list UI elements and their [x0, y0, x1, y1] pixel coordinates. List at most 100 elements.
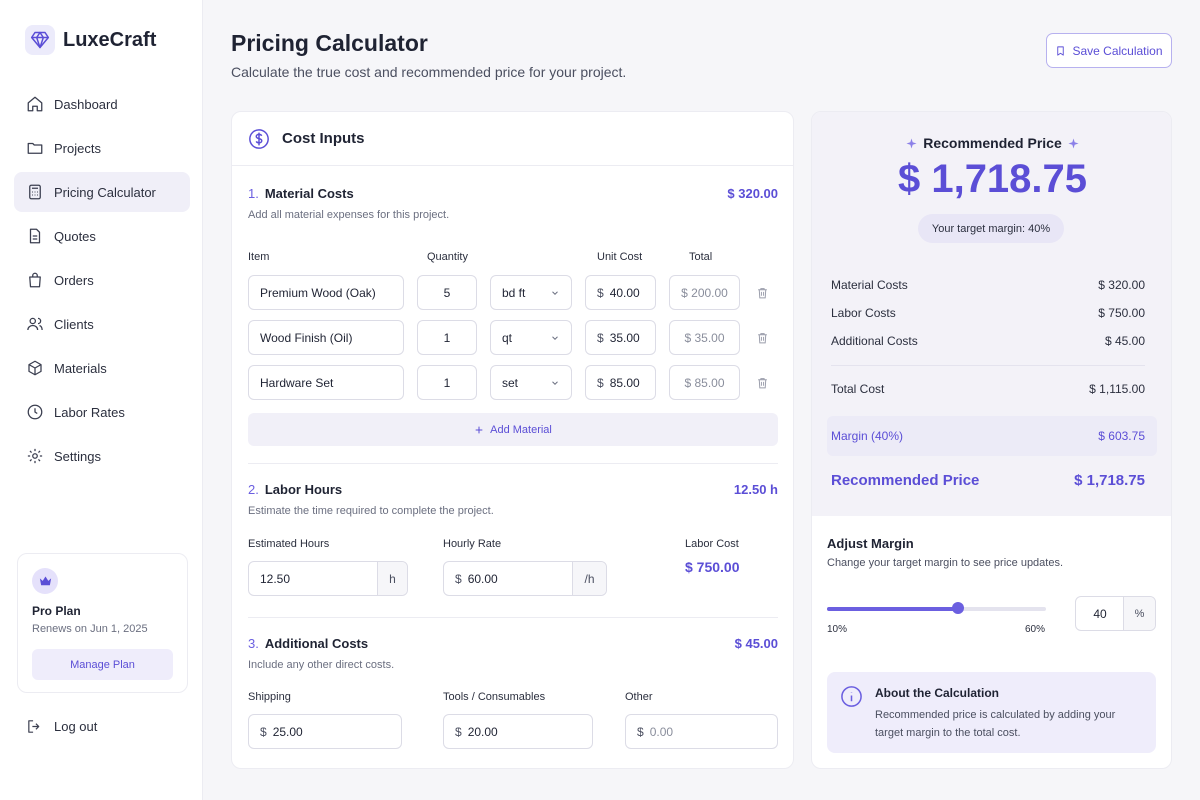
- sidebar-item-materials[interactable]: Materials: [14, 348, 190, 388]
- box-icon: [28, 360, 42, 376]
- add-material-button[interactable]: Add Material: [248, 413, 778, 446]
- slider-thumb[interactable]: [952, 602, 965, 614]
- material-quantity-input[interactable]: 1: [417, 365, 477, 400]
- dollar-circle-icon: [249, 128, 269, 149]
- material-unit-select[interactable]: qt: [490, 320, 572, 355]
- hourly-rate-input[interactable]: $60.00 /h: [443, 561, 607, 596]
- calculator-icon: [29, 184, 41, 200]
- cost-inputs-card: Cost Inputs 1. Material Costs $ 320.00 Ad…: [231, 111, 794, 769]
- additional-costs-title: 3. Additional Costs: [248, 636, 369, 651]
- other-costs-value: 0.00: [649, 724, 674, 739]
- material-item-input[interactable]: Premium Wood (Oak): [248, 275, 404, 310]
- section-divider: [248, 617, 778, 618]
- home-icon: [27, 96, 43, 112]
- recommended-label: Recommended Price: [831, 472, 980, 489]
- trash-icon[interactable]: [756, 376, 769, 390]
- sidebar-item-clients[interactable]: Clients: [14, 304, 190, 344]
- material-quantity-input[interactable]: 5: [417, 275, 477, 310]
- unit-cost-value: 35.00: [609, 330, 640, 345]
- material-item-input[interactable]: Wood Finish (Oil): [248, 320, 404, 355]
- additional-costs-description: Include any other direct costs.: [248, 659, 395, 671]
- estimated-hours-input[interactable]: 12.50 h: [248, 561, 408, 596]
- total-cost-label: Total Cost: [831, 382, 885, 396]
- brand[interactable]: LuxeCraft: [25, 25, 156, 55]
- sidebar-nav: Dashboard Projects Pricing Calculator Qu…: [14, 84, 190, 480]
- material-quantity-input[interactable]: 1: [417, 320, 477, 355]
- material-unit-cost-input[interactable]: $85.00: [585, 365, 656, 400]
- recommended-value: $ 1,718.75: [1074, 472, 1145, 489]
- folder-icon: [27, 142, 43, 154]
- sidebar: LuxeCraft Dashboard Projects Pricing Cal…: [0, 0, 203, 800]
- margin-label: Margin (40%): [831, 429, 904, 443]
- additional-costs-amount: $ 45.00: [734, 636, 778, 651]
- slider-fill: [827, 607, 959, 611]
- cost-inputs-title: Cost Inputs: [282, 130, 365, 147]
- sidebar-item-orders[interactable]: Orders: [14, 260, 190, 300]
- unit-select-value: bd ft: [502, 285, 526, 300]
- sidebar-item-label: Labor Rates: [54, 404, 125, 420]
- sidebar-item-settings[interactable]: Settings: [14, 436, 190, 476]
- material-unit-select[interactable]: set: [490, 365, 572, 400]
- price-summary-panel: Recommended Price $ 1,718.75 Your target…: [812, 112, 1171, 516]
- summary-divider: [831, 365, 1145, 366]
- margin-slider[interactable]: [827, 602, 1046, 614]
- sidebar-item-label: Materials: [54, 360, 107, 376]
- cost-inputs-header: Cost Inputs: [232, 112, 793, 166]
- clock-icon: [27, 404, 43, 420]
- page-subtitle: Calculate the true cost and recommended …: [231, 64, 627, 80]
- margin-value: $ 603.75: [1098, 429, 1145, 443]
- chevron-down-icon: [552, 291, 558, 295]
- material-total-value: $ 85.00: [669, 365, 740, 400]
- sidebar-item-label: Pricing Calculator: [54, 184, 156, 200]
- chevron-down-icon: [552, 381, 558, 385]
- column-header-total: Total: [689, 251, 713, 263]
- crown-icon: [32, 568, 58, 594]
- save-calculation-label: Save Calculation: [1072, 43, 1163, 58]
- summary-row-label: Material Costs: [831, 278, 908, 292]
- sidebar-item-quotes[interactable]: Quotes: [14, 216, 190, 256]
- sidebar-item-dashboard[interactable]: Dashboard: [14, 84, 190, 124]
- plan-card: Pro Plan Renews on Jun 1, 2025 Manage Pl…: [17, 553, 188, 693]
- save-calculation-button[interactable]: Save Calculation: [1046, 33, 1172, 68]
- currency-symbol: $: [597, 285, 604, 300]
- material-item-input[interactable]: Hardware Set: [248, 365, 404, 400]
- material-costs-title: 1. Material Costs: [248, 186, 354, 201]
- gear-icon: [27, 448, 43, 464]
- bookmark-icon: [1057, 45, 1065, 56]
- logout-button[interactable]: Log out: [26, 718, 97, 735]
- sparkle-icon: [1068, 137, 1079, 149]
- unit-cost-value: 85.00: [609, 375, 640, 390]
- material-costs-amount: $ 320.00: [727, 186, 778, 201]
- plus-icon: [475, 426, 483, 433]
- plan-name: Pro Plan: [32, 604, 81, 618]
- manage-plan-button[interactable]: Manage Plan: [32, 649, 173, 680]
- material-unit-cost-input[interactable]: $35.00: [585, 320, 656, 355]
- margin-percent-value: 40: [1093, 606, 1107, 621]
- material-unit-cost-input[interactable]: $40.00: [585, 275, 656, 310]
- currency-symbol: $: [455, 724, 462, 739]
- summary-row-value: $ 320.00: [1098, 278, 1145, 292]
- labor-hours-description: Estimate the time required to complete t…: [248, 505, 494, 517]
- shipping-input[interactable]: $25.00: [248, 714, 402, 749]
- sidebar-item-labor-rates[interactable]: Labor Rates: [14, 392, 190, 432]
- other-costs-input[interactable]: $0.00: [625, 714, 778, 749]
- trash-icon[interactable]: [756, 331, 769, 345]
- sidebar-item-pricing-calculator[interactable]: Pricing Calculator: [14, 172, 190, 212]
- margin-percent-input[interactable]: 40 %: [1075, 596, 1156, 631]
- adjust-margin-title: Adjust Margin: [827, 536, 914, 551]
- summary-row-margin: Margin (40%) $ 603.75: [831, 429, 1145, 443]
- trash-icon[interactable]: [756, 286, 769, 300]
- currency-symbol: $: [597, 330, 604, 345]
- sidebar-item-label: Quotes: [54, 228, 96, 244]
- material-unit-select[interactable]: bd ft: [490, 275, 572, 310]
- info-text: Recommended price is calculated by addin…: [875, 709, 1116, 739]
- price-summary-card: Recommended Price $ 1,718.75 Your target…: [811, 111, 1172, 769]
- info-icon: [841, 686, 862, 707]
- calculation-info-box: About the Calculation Recommended price …: [827, 672, 1156, 753]
- sidebar-item-projects[interactable]: Projects: [14, 128, 190, 168]
- users-icon: [27, 317, 43, 331]
- sidebar-item-label: Projects: [54, 140, 101, 156]
- tools-consumables-input[interactable]: $20.00: [443, 714, 593, 749]
- unit-cost-value: 40.00: [609, 285, 640, 300]
- currency-symbol: $: [455, 571, 462, 586]
